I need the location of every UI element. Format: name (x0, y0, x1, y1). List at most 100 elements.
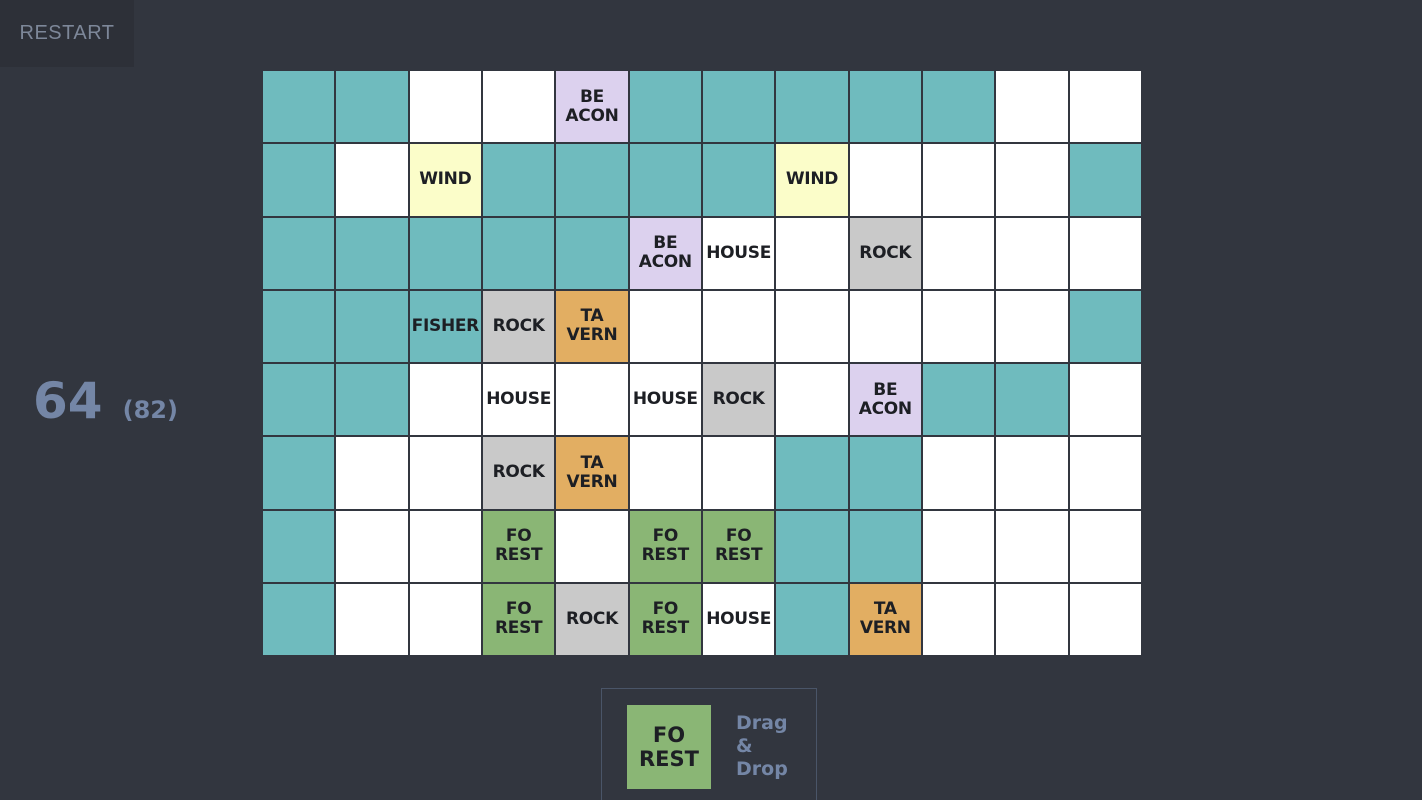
next-tile-tray: FO REST Drag & Drop (601, 688, 817, 800)
board-cell-empty[interactable] (922, 510, 995, 582)
board-cell-empty[interactable] (336, 437, 408, 509)
board-cell-empty[interactable] (556, 364, 628, 436)
board-cell-forest[interactable]: FO REST (629, 583, 701, 655)
board-cell-water[interactable] (1069, 144, 1141, 216)
board-cell-water[interactable] (776, 510, 848, 582)
board-cell-empty[interactable] (702, 437, 775, 509)
board-cell-empty[interactable] (922, 583, 995, 655)
board-cell-water[interactable] (849, 437, 921, 509)
board-cell-empty[interactable] (996, 71, 1068, 143)
board-cell-water[interactable] (702, 144, 775, 216)
board-cell-empty[interactable] (1069, 364, 1141, 436)
board-cell-water[interactable] (849, 510, 921, 582)
board-cell-empty[interactable] (776, 290, 848, 362)
board-cell-empty[interactable] (1069, 437, 1141, 509)
board-cell-wind[interactable]: WIND (409, 144, 481, 216)
board-cell-beacon[interactable]: BE ACON (556, 71, 628, 143)
board-cell-empty[interactable] (849, 290, 921, 362)
board-cell-empty[interactable] (556, 510, 628, 582)
board-cell-water[interactable] (922, 364, 995, 436)
drag-hint-line: Drag (736, 712, 788, 734)
board-cell-empty[interactable] (922, 290, 995, 362)
board-cell-empty[interactable] (336, 510, 408, 582)
board-cell-empty[interactable] (1069, 510, 1141, 582)
board-cell-water[interactable] (263, 144, 335, 216)
board-cell-rock[interactable]: ROCK (482, 290, 555, 362)
board-cell-water[interactable] (409, 217, 481, 289)
board-cell-tavern[interactable]: TA VERN (556, 437, 628, 509)
board-cell-water[interactable] (482, 144, 555, 216)
board-cell-water[interactable] (776, 437, 848, 509)
board-cell-empty[interactable] (776, 217, 848, 289)
board-cell-water[interactable] (849, 71, 921, 143)
board-cell-house[interactable]: HOUSE (702, 217, 775, 289)
board-cell-empty[interactable] (629, 290, 701, 362)
board-cell-empty[interactable] (996, 510, 1068, 582)
board-cell-water[interactable] (776, 71, 848, 143)
board-cell-empty[interactable] (629, 437, 701, 509)
board-cell-rock[interactable]: ROCK (482, 437, 555, 509)
board-cell-empty[interactable] (409, 71, 481, 143)
board-cell-empty[interactable] (409, 583, 481, 655)
board-cell-empty[interactable] (996, 217, 1068, 289)
board-cell-water[interactable] (263, 364, 335, 436)
board-cell-house[interactable]: HOUSE (702, 583, 775, 655)
board-cell-water[interactable] (702, 71, 775, 143)
board-cell-water[interactable] (1069, 290, 1141, 362)
board-cell-rock[interactable]: ROCK (702, 364, 775, 436)
board-cell-fisher[interactable]: FISHER (409, 290, 481, 362)
board-cell-water[interactable] (629, 144, 701, 216)
board-cell-empty[interactable] (702, 290, 775, 362)
board-cell-water[interactable] (922, 71, 995, 143)
board-cell-water[interactable] (263, 290, 335, 362)
board-cell-water[interactable] (336, 217, 408, 289)
board-cell-water[interactable] (629, 71, 701, 143)
board-cell-rock[interactable]: ROCK (556, 583, 628, 655)
board-cell-empty[interactable] (996, 583, 1068, 655)
board-cell-water[interactable] (996, 364, 1068, 436)
board-cell-water[interactable] (776, 583, 848, 655)
board-cell-forest[interactable]: FO REST (482, 510, 555, 582)
board-cell-water[interactable] (263, 510, 335, 582)
board-cell-empty[interactable] (409, 437, 481, 509)
board-cell-water[interactable] (556, 144, 628, 216)
board-cell-water[interactable] (336, 364, 408, 436)
board-cell-empty[interactable] (996, 437, 1068, 509)
board-cell-empty[interactable] (409, 364, 481, 436)
board-cell-empty[interactable] (922, 437, 995, 509)
board-cell-empty[interactable] (336, 144, 408, 216)
next-tile[interactable]: FO REST (627, 705, 711, 789)
board-cell-beacon[interactable]: BE ACON (629, 217, 701, 289)
board-cell-water[interactable] (263, 71, 335, 143)
board-cell-rock[interactable]: ROCK (849, 217, 921, 289)
board-cell-water[interactable] (263, 437, 335, 509)
board-cell-water[interactable] (336, 290, 408, 362)
board-cell-water[interactable] (263, 217, 335, 289)
board-cell-empty[interactable] (1069, 217, 1141, 289)
restart-button[interactable]: RESTART (0, 0, 134, 67)
board-cell-empty[interactable] (996, 144, 1068, 216)
board-cell-tavern[interactable]: TA VERN (556, 290, 628, 362)
board-cell-water[interactable] (336, 71, 408, 143)
board-cell-empty[interactable] (776, 364, 848, 436)
board-cell-empty[interactable] (336, 583, 408, 655)
board-cell-water[interactable] (482, 217, 555, 289)
board-cell-empty[interactable] (1069, 583, 1141, 655)
board-cell-forest[interactable]: FO REST (482, 583, 555, 655)
board-cell-empty[interactable] (996, 290, 1068, 362)
board-cell-empty[interactable] (849, 144, 921, 216)
board-cell-house[interactable]: HOUSE (482, 364, 555, 436)
board-cell-empty[interactable] (922, 217, 995, 289)
board-cell-empty[interactable] (1069, 71, 1141, 143)
board-cell-forest[interactable]: FO REST (629, 510, 701, 582)
board-cell-water[interactable] (263, 583, 335, 655)
board-cell-tavern[interactable]: TA VERN (849, 583, 921, 655)
board-cell-empty[interactable] (922, 144, 995, 216)
board-cell-house[interactable]: HOUSE (629, 364, 701, 436)
board-cell-water[interactable] (556, 217, 628, 289)
board-cell-wind[interactable]: WIND (776, 144, 848, 216)
board-cell-empty[interactable] (409, 510, 481, 582)
board-cell-beacon[interactable]: BE ACON (849, 364, 921, 436)
board-cell-forest[interactable]: FO REST (702, 510, 775, 582)
board-cell-empty[interactable] (482, 71, 555, 143)
